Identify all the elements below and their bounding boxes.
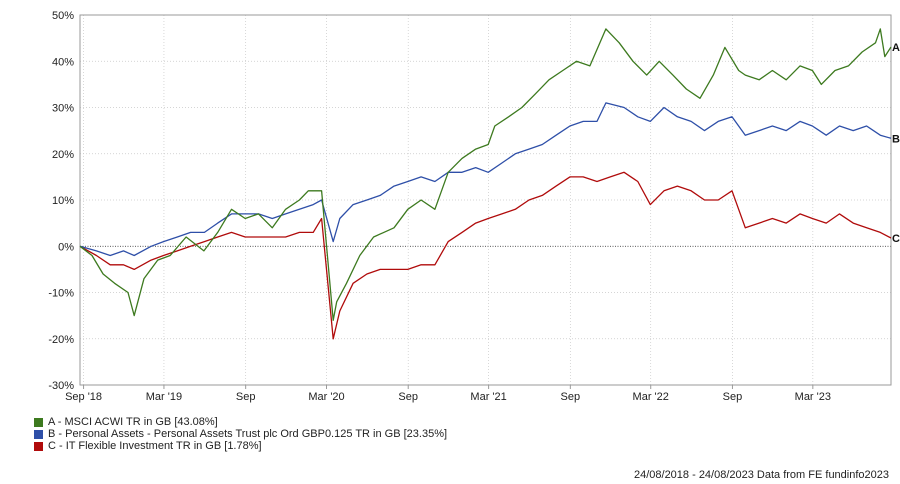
legend-item-a: A - MSCI ACWI TR in GB [43.08%]	[34, 416, 447, 428]
legend-label-c: C - IT Flexible Investment TR in GB [1.7…	[48, 440, 262, 452]
chart-grid	[80, 14, 891, 386]
chart-end-labels: A B C	[892, 42, 900, 245]
legend-swatch-b	[34, 429, 43, 439]
y-tick-label: 0%	[58, 241, 74, 253]
series-end-label-b: B	[892, 133, 900, 145]
y-tick-label: 50%	[52, 10, 74, 22]
chart-axes: 50% 40% 30% 20% 10% 0% -10% -20% -30%Sep '18 Mar …	[48, 10, 892, 403]
y-tick-label: 20%	[52, 149, 74, 161]
x-tick-label: Sep '18	[65, 391, 102, 403]
y-tick-label: 30%	[52, 103, 74, 115]
chart-legend: A - MSCI ACWI TR in GB [43.08%] B - Pers…	[34, 416, 447, 452]
series-end-label-a: A	[892, 42, 900, 54]
legend-label-a: A - MSCI ACWI TR in GB [43.08%]	[48, 416, 218, 428]
series-line-a	[79, 28, 892, 321]
x-tick-label: Sep	[561, 391, 581, 403]
x-tick-label: Sep	[236, 391, 256, 403]
legend-label-b: B - Personal Assets - Personal Assets Tr…	[48, 428, 448, 440]
x-tick-label: Mar '21	[470, 391, 506, 403]
y-tick-label: 40%	[52, 56, 74, 68]
chart-footer-source: 24/08/2018 - 24/08/2023 Data from FE fun…	[633, 469, 889, 481]
x-tick-label: Mar '23	[795, 391, 831, 403]
x-tick-label: Mar '20	[308, 391, 344, 403]
line-chart: 50% 40% 30% 20% 10% 0% -10% -20% -30%Sep '18 Mar …	[48, 10, 900, 403]
y-tick-label: -10%	[48, 288, 74, 300]
legend-item-c: C - IT Flexible Investment TR in GB [1.7…	[34, 440, 447, 452]
y-tick-label: -30%	[48, 380, 74, 392]
x-tick-label: Sep	[398, 391, 418, 403]
x-tick-label: Sep	[723, 391, 743, 403]
x-tick-label: Mar '19	[146, 391, 182, 403]
y-tick-label: -20%	[48, 334, 74, 346]
y-tick-label: 10%	[52, 195, 74, 207]
series-line-b	[79, 102, 892, 257]
legend-swatch-a	[34, 417, 43, 427]
series-end-label-c: C	[892, 233, 900, 245]
plot-frame	[79, 14, 892, 386]
legend-item-b: B - Personal Assets - Personal Assets Tr…	[34, 428, 447, 440]
x-tick-label: Mar '22	[633, 391, 669, 403]
legend-swatch-c	[34, 441, 43, 451]
chart-series	[79, 28, 892, 340]
series-line-c	[79, 171, 892, 340]
